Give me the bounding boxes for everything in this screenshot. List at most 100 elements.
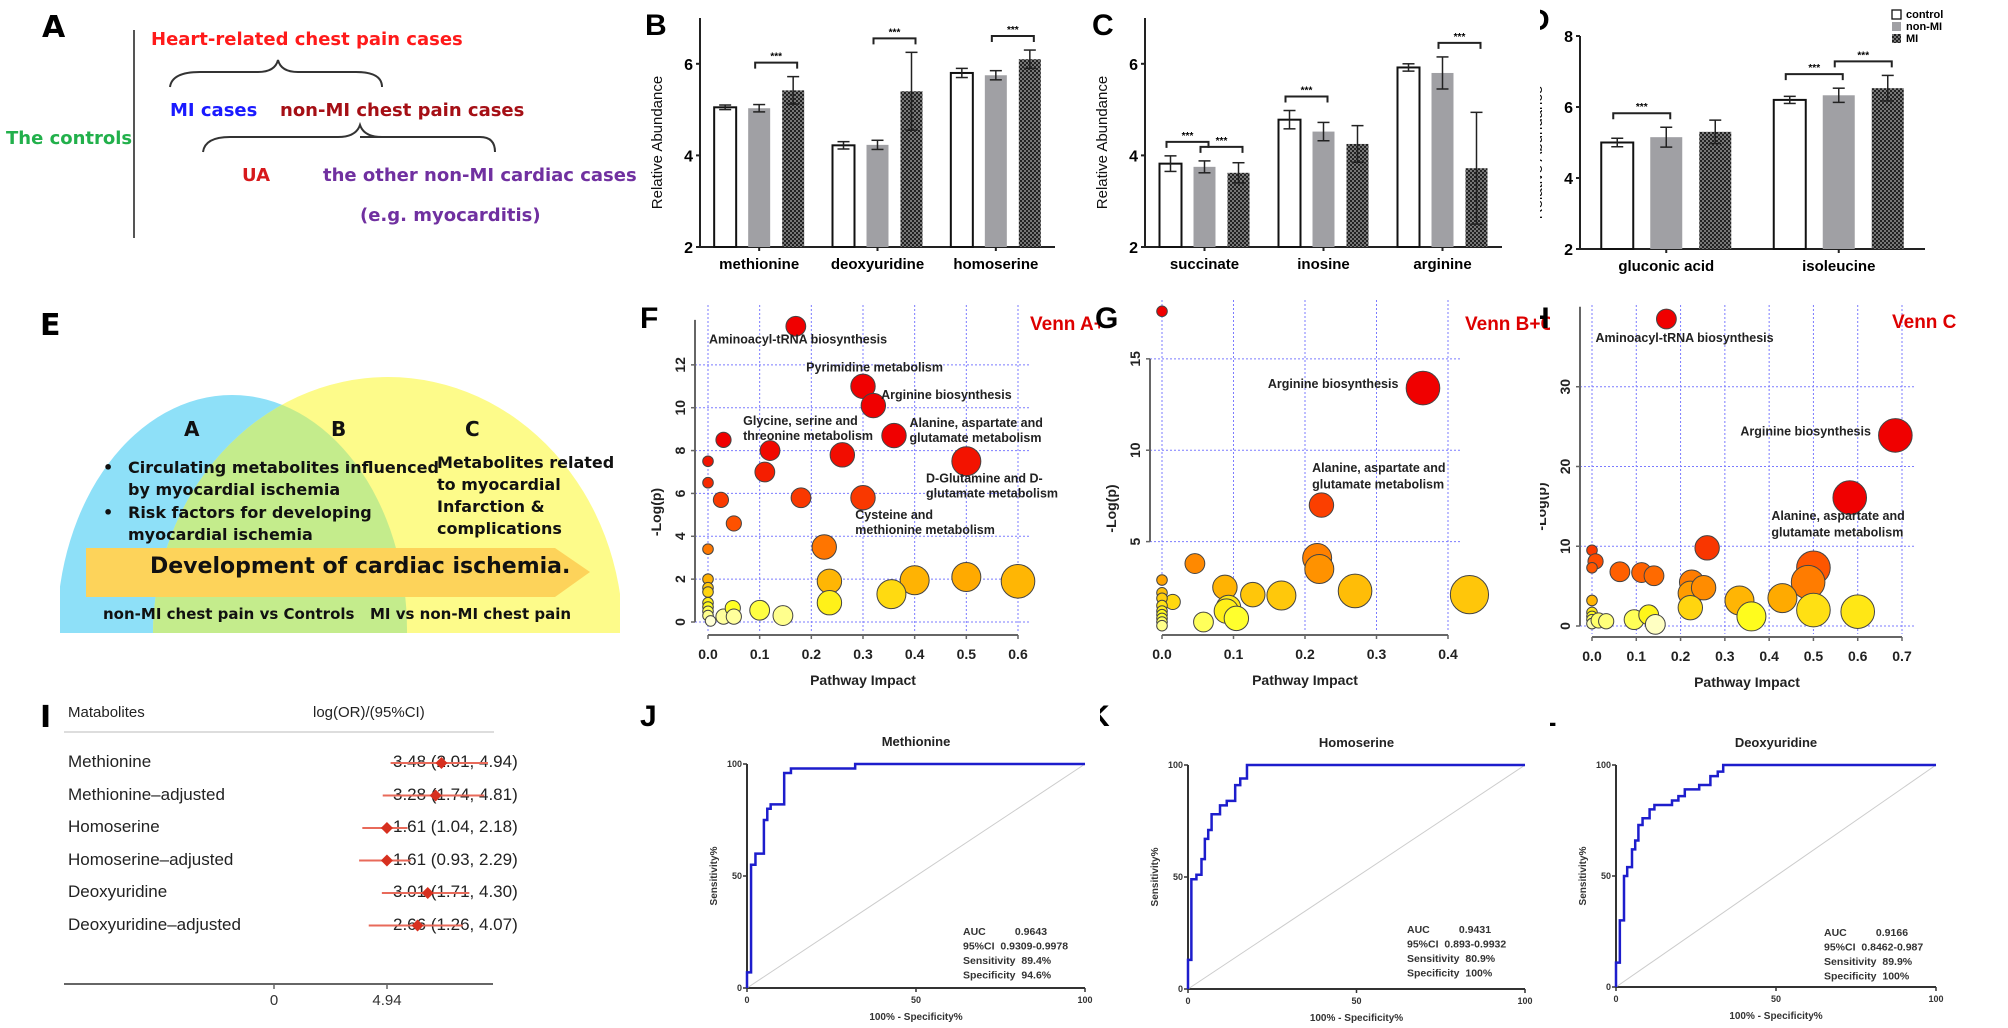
x-axis-label: 100% - Specificity% [869,1012,962,1023]
forest-row-value: 1.61 (0.93, 2.29) [393,849,518,869]
pathway-point [1304,554,1335,585]
bar-mi [1699,131,1732,249]
bar-mi [782,90,805,247]
x-tick-label: 0.0 [1152,646,1172,662]
x-tick-label: inosine [1297,256,1350,273]
pathway-annotation: Alanine, aspartate and [1312,461,1445,475]
y-tick-label: 4 [1564,171,1573,188]
roc-stat: Specificity 100% [1407,968,1493,980]
x-tick-label: 0.0 [1582,648,1602,664]
ua-label: UA [242,165,270,186]
x-tick-label: 50 [1771,994,1781,1004]
x-tick-label: 0.6 [1008,646,1028,662]
roc-stat: 95%CI 0.893-0.9932 [1407,939,1506,951]
y-tick-label: 5 [1127,538,1143,546]
divider-line [133,30,135,238]
bar-mi [1018,59,1041,247]
header-divider [64,731,494,733]
arrow-label: Development of cardiac ischemia. [150,554,571,579]
y-tick-label: 6 [672,489,688,497]
pathway-point [1832,480,1868,515]
pathway-annotation: Arginine biosynthesis [1268,377,1399,391]
legend-label: control [1906,9,1943,21]
y-tick-label: 2 [1129,240,1138,257]
pathway-annotation: Pyrimidine metabolism [806,360,943,374]
pathway-point [725,515,742,532]
roc-stat: 95%CI 0.9309-0.9978 [963,941,1068,953]
reference-diagonal [1187,764,1526,990]
significance-bracket [1165,140,1210,148]
forest-row-value: 3.01 (1.71, 4.30) [393,882,518,901]
x-tick-label: 50 [1351,996,1361,1006]
x-tick-label: 0.1 [750,646,770,662]
y-tick-label: 0 [1557,622,1573,630]
significance-label: *** [1007,25,1019,36]
pathway-point [1878,418,1913,453]
y-tick-label: 20 [1557,459,1573,475]
x-tick-label: succinate [1170,256,1239,273]
pathway-point [1643,565,1665,587]
y-tick-label: 100 [727,759,742,769]
forest-row-value: 3.48 (2.01, 4.94) [393,752,518,771]
significance-label: *** [770,52,782,63]
x-tick-label: 50 [911,995,921,1005]
venn-title: Venn A+B [1030,314,1100,335]
x-axis-label: Pathway Impact [1252,672,1358,688]
x-tick-label: 0.1 [1224,646,1244,662]
significance-bracket [1199,145,1244,153]
pathway-point [811,534,837,560]
pathway-point [1266,580,1297,611]
y-axis-label: Relative Abundance [1540,86,1546,219]
roc-chart-l: L Deoxyuridine 0 50 100 0 50 100 100% - Specific… [1550,700,1944,1022]
pathway-point [1184,553,1206,574]
pathway-annotation: Glycine, serine and [743,414,858,428]
panel-label-j: J [640,700,657,733]
bullet-dot: • [103,458,114,477]
bar-non-mi [1193,166,1216,247]
forest-row-label: Deoxyuridine [68,882,168,901]
y-tick-label: 0 [1178,984,1183,994]
y-axis-label: -Log(p) [648,488,664,536]
legend-swatch [1892,22,1901,31]
y-tick-label: 2 [672,575,688,583]
y-axis-label: Relative Abundance [649,76,666,209]
brace-bottom-right [360,136,496,153]
significance-bracket [1437,41,1482,49]
panel-label-l: L [1550,700,1556,733]
x-axis-label: Pathway Impact [1694,674,1800,690]
pathway-annotation: Alanine, aspartate and [910,416,1043,430]
bar-non-mi [748,108,771,247]
bar-chart-b: B Relative Abundance 2 4 6 methionine deoxyuri… [645,9,1055,273]
panel-label-k: K [1100,700,1110,733]
roc-curve [745,762,1085,988]
y-tick-label: 4 [1129,148,1138,165]
pathway-point [1449,575,1490,615]
roc-stat: 95%CI 0.8462-0.987 [1824,942,1923,954]
pathway-point [951,446,982,477]
pathway-point [951,562,982,592]
significance-label: *** [1301,86,1313,97]
pathway-annotation: Aminoacyl-tRNA biosynthesis [709,332,887,346]
x-tick-label: 100 [1517,996,1532,1006]
x-tick-label: 0.5 [957,646,977,662]
bar-control [831,144,856,249]
pathway-point [1694,535,1720,561]
y-tick-label: 30 [1557,379,1573,395]
pathway-point [1193,611,1214,633]
column-header-metabolites: Matabolites [68,704,145,721]
panel-label-h: H [1540,302,1550,335]
bar-mi [1346,143,1369,247]
left-caption: non-MI chest pain vs Controls [103,605,355,623]
bar-non-mi [984,75,1007,247]
pathway-point [790,487,812,509]
bullet-2-line1: Risk factors for developing [128,503,372,522]
y-tick-label: 50 [1173,872,1183,882]
forest-row-value: 1.61 (1.04, 2.18) [393,817,518,836]
bar-non-mi [1312,131,1335,247]
pathway-point [1586,561,1598,574]
legend-swatch [1891,9,1902,20]
pathway-point [1308,492,1335,518]
region-c-line3: Infarction & [437,497,545,516]
venn-region-a: A [184,417,200,441]
y-tick-label: 50 [1601,871,1611,881]
